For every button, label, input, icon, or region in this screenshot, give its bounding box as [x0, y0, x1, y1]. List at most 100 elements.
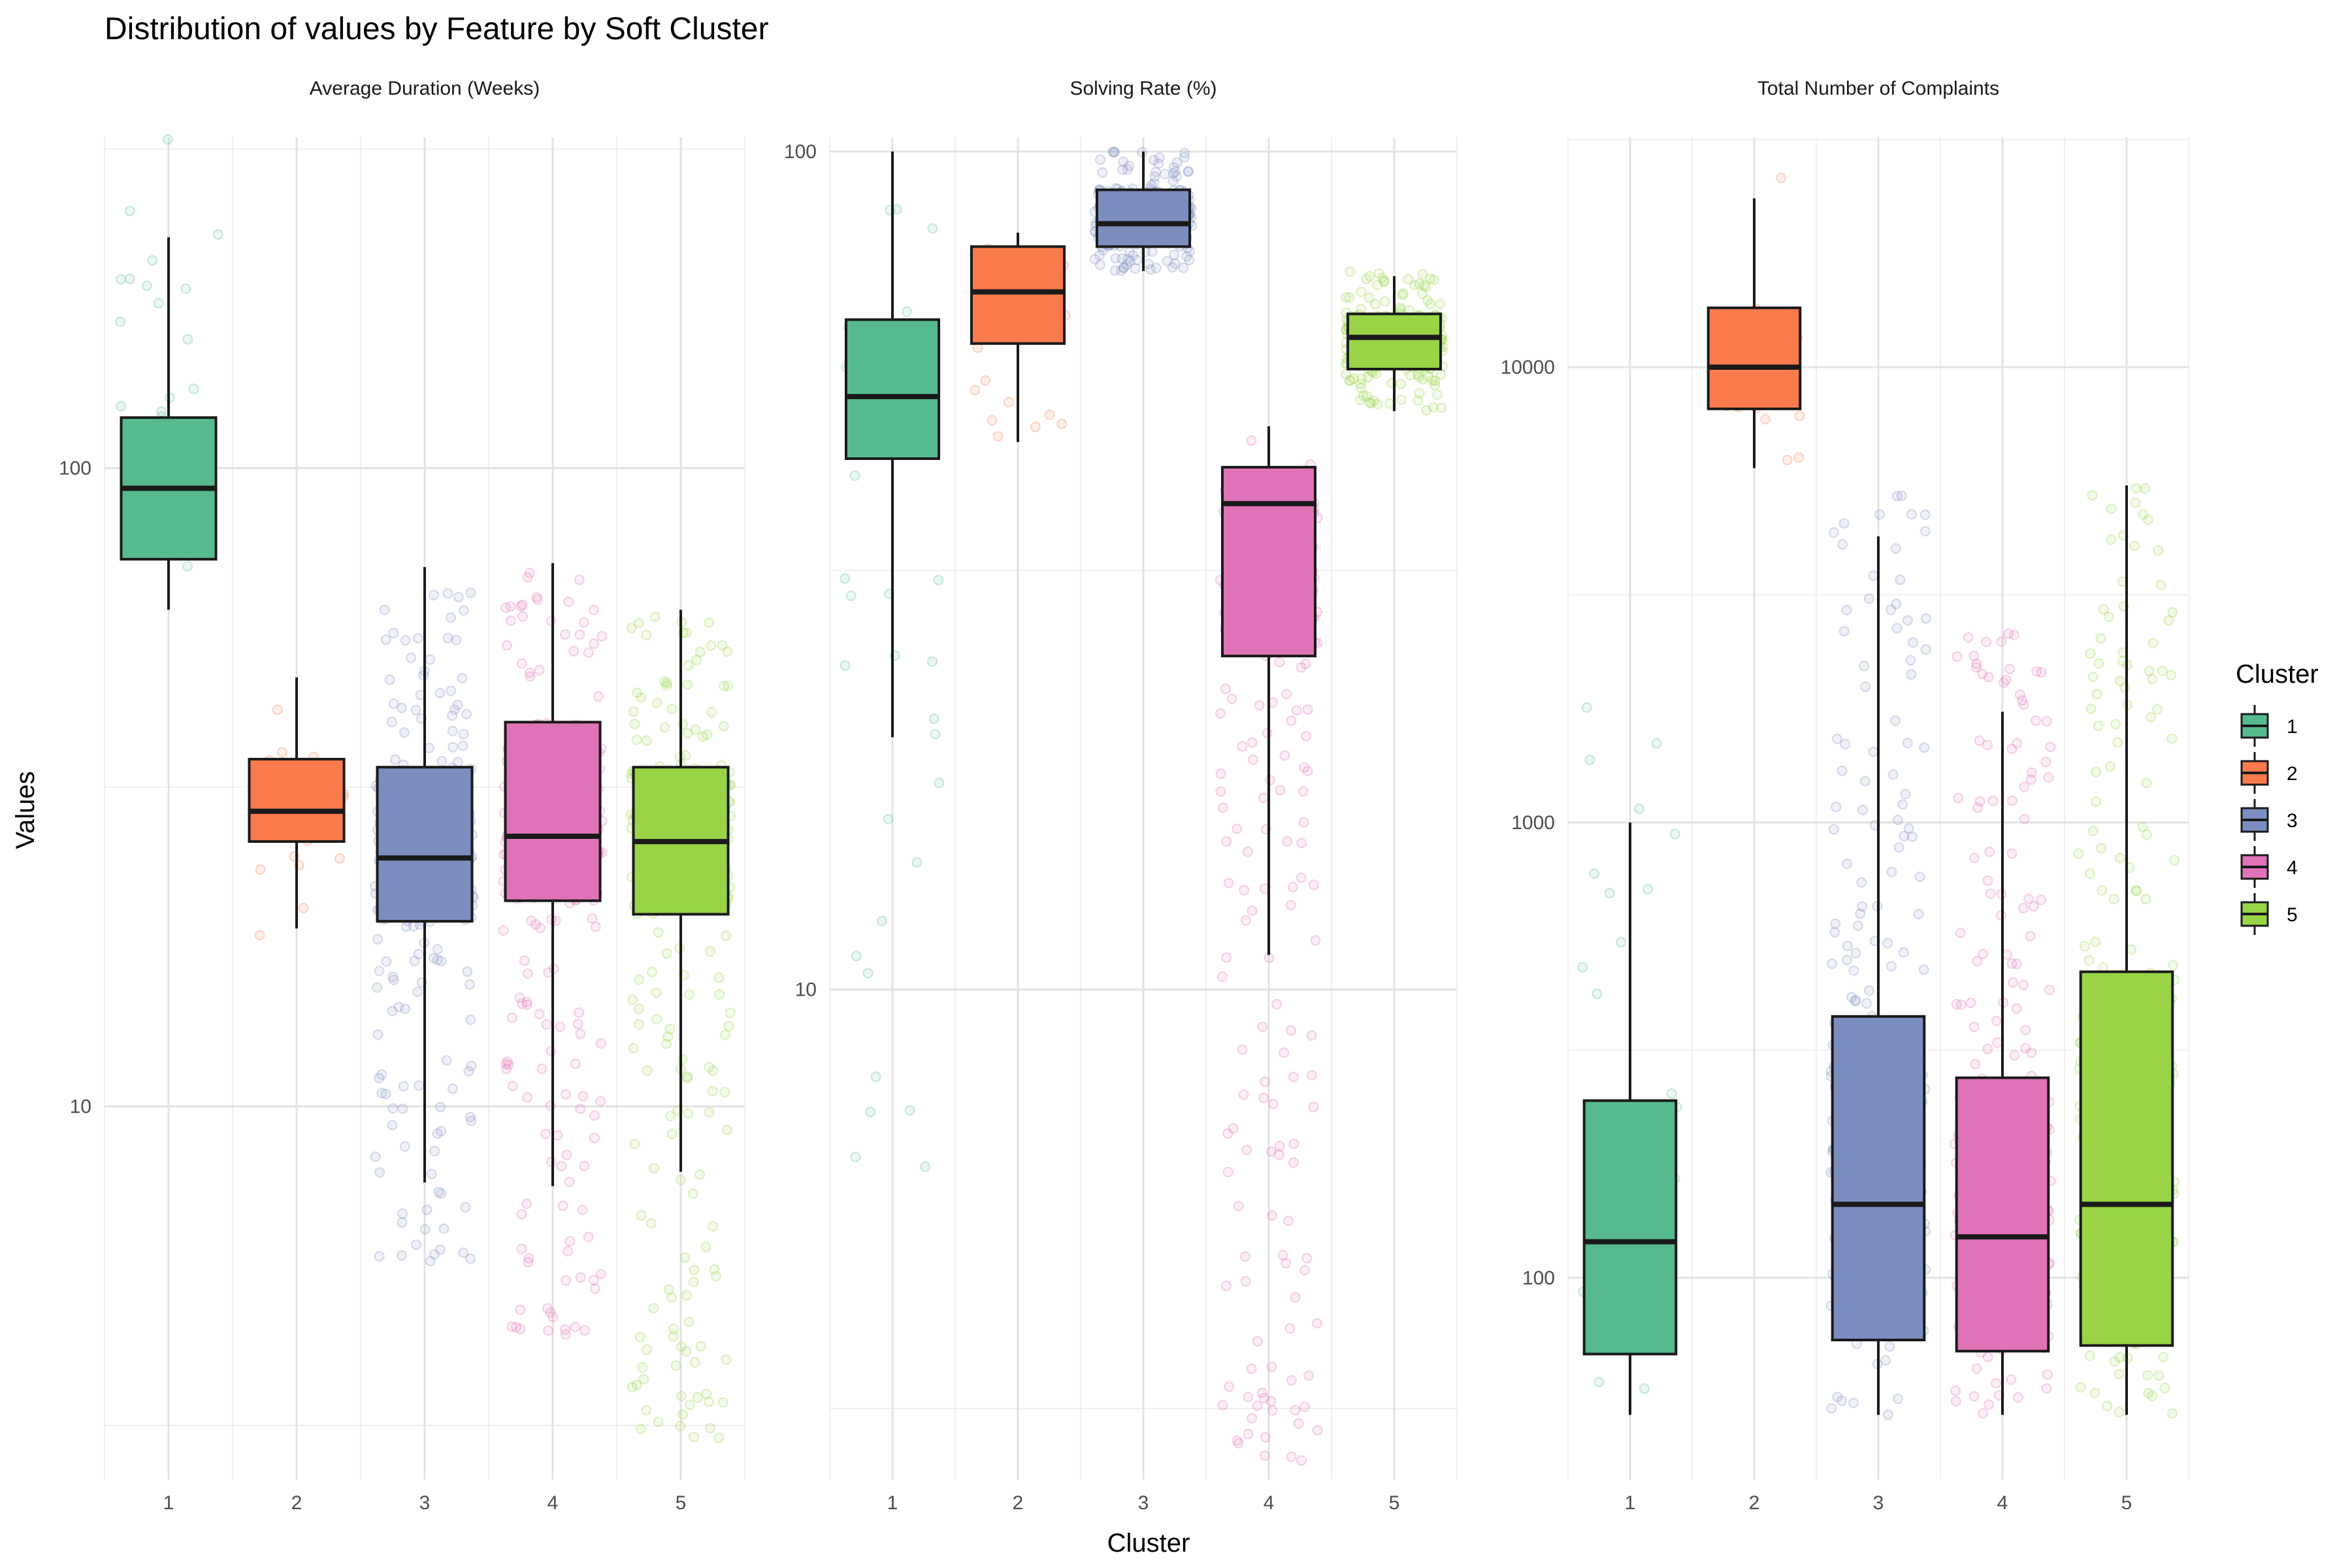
- data-point: [1356, 382, 1367, 393]
- data-point: [560, 1275, 571, 1286]
- data-point: [1118, 263, 1129, 274]
- data-point: [1828, 824, 1839, 835]
- data-point: [1435, 299, 1446, 310]
- data-point: [502, 1056, 513, 1067]
- data-point: [517, 599, 528, 610]
- data-point: [254, 930, 265, 941]
- data-point: [2155, 580, 2166, 591]
- data-point: [2018, 699, 2029, 710]
- data-point: [1293, 1418, 1304, 1429]
- data-point: [1998, 677, 2009, 688]
- data-point: [1850, 994, 1861, 1005]
- data-point: [1237, 741, 1248, 752]
- data-point: [1183, 166, 1194, 177]
- data-point: [465, 1014, 476, 1025]
- data-point: [531, 591, 542, 602]
- data-point: [1271, 999, 1282, 1010]
- data-point: [709, 1264, 720, 1275]
- data-point: [2140, 894, 2151, 905]
- data-point: [1288, 1071, 1299, 1083]
- data-point: [2018, 979, 2029, 990]
- data-point: [379, 604, 390, 615]
- data-point: [1246, 435, 1257, 446]
- data-point: [1633, 804, 1644, 815]
- data-point: [1094, 259, 1105, 270]
- data-point: [635, 1424, 646, 1435]
- data-point: [153, 297, 164, 308]
- data-point: [376, 1088, 387, 1099]
- data-point: [705, 946, 716, 957]
- data-point: [517, 998, 528, 1009]
- data-point: [557, 1200, 568, 1211]
- data-point: [1913, 909, 1924, 920]
- data-point: [124, 205, 135, 216]
- data-point: [1428, 274, 1439, 286]
- data-point: [1109, 146, 1120, 157]
- data-point: [1593, 1377, 1605, 1388]
- data-point: [505, 601, 516, 612]
- data-point: [862, 968, 874, 979]
- data-point: [579, 1160, 590, 1171]
- data-point: [2017, 695, 2028, 706]
- data-point: [2102, 1401, 2113, 1412]
- legend-entry: 2: [2240, 752, 2298, 794]
- data-point: [1344, 292, 1355, 303]
- data-point: [721, 1354, 732, 1365]
- legend-label: 3: [2287, 810, 2298, 832]
- data-point: [668, 1331, 679, 1342]
- data-point: [987, 415, 998, 426]
- data-point: [541, 1019, 552, 1030]
- data-point: [2089, 1387, 2100, 1398]
- data-point: [1107, 146, 1119, 157]
- data-point: [1584, 755, 1595, 766]
- data-point: [461, 708, 472, 719]
- data-point: [1239, 885, 1250, 896]
- data-point: [2030, 715, 2041, 726]
- data-point: [1666, 1088, 1677, 1099]
- data-point: [1982, 1043, 1993, 1054]
- data-point: [1089, 253, 1100, 265]
- data-point: [429, 1249, 440, 1260]
- data-point: [2026, 1047, 2037, 1058]
- data-point: [1902, 615, 1913, 626]
- data-point: [1991, 1378, 2002, 1389]
- data-point: [419, 1224, 431, 1235]
- data-point: [679, 1252, 691, 1263]
- data-point: [1290, 1405, 1301, 1416]
- data-point: [633, 1004, 644, 1015]
- data-point: [428, 953, 439, 964]
- data-point: [412, 632, 423, 644]
- data-point: [381, 956, 392, 967]
- data-point: [449, 704, 460, 715]
- data-point: [1414, 387, 1425, 399]
- data-point: [1145, 264, 1156, 275]
- data-point: [1425, 299, 1436, 310]
- data-point: [1982, 875, 1993, 886]
- data-point: [568, 645, 580, 657]
- data-point: [1950, 1396, 1961, 1407]
- data-point: [2025, 930, 2036, 941]
- data-point: [436, 956, 447, 967]
- data-point: [1972, 956, 1983, 967]
- box-cluster-4: [1955, 1076, 2050, 1353]
- data-point: [1220, 683, 1231, 694]
- data-point: [1996, 636, 2007, 647]
- data-point: [1899, 830, 1910, 841]
- legend-label: 2: [2287, 763, 2298, 785]
- data-point: [387, 1103, 399, 1114]
- data-point: [1919, 509, 1931, 520]
- data-point: [434, 1102, 446, 1113]
- box-cluster-5: [2079, 970, 2174, 1347]
- data-point: [840, 660, 851, 671]
- data-point: [1345, 375, 1356, 386]
- data-point: [2090, 936, 2101, 947]
- data-point: [2075, 1382, 2086, 1393]
- data-point: [682, 1071, 693, 1082]
- data-point: [2131, 483, 2142, 494]
- data-point: [532, 594, 543, 605]
- data-point: [1284, 1323, 1296, 1334]
- data-point: [2141, 829, 2152, 840]
- data-point: [1895, 574, 1906, 585]
- data-point: [1217, 1399, 1228, 1411]
- data-point: [588, 1275, 599, 1286]
